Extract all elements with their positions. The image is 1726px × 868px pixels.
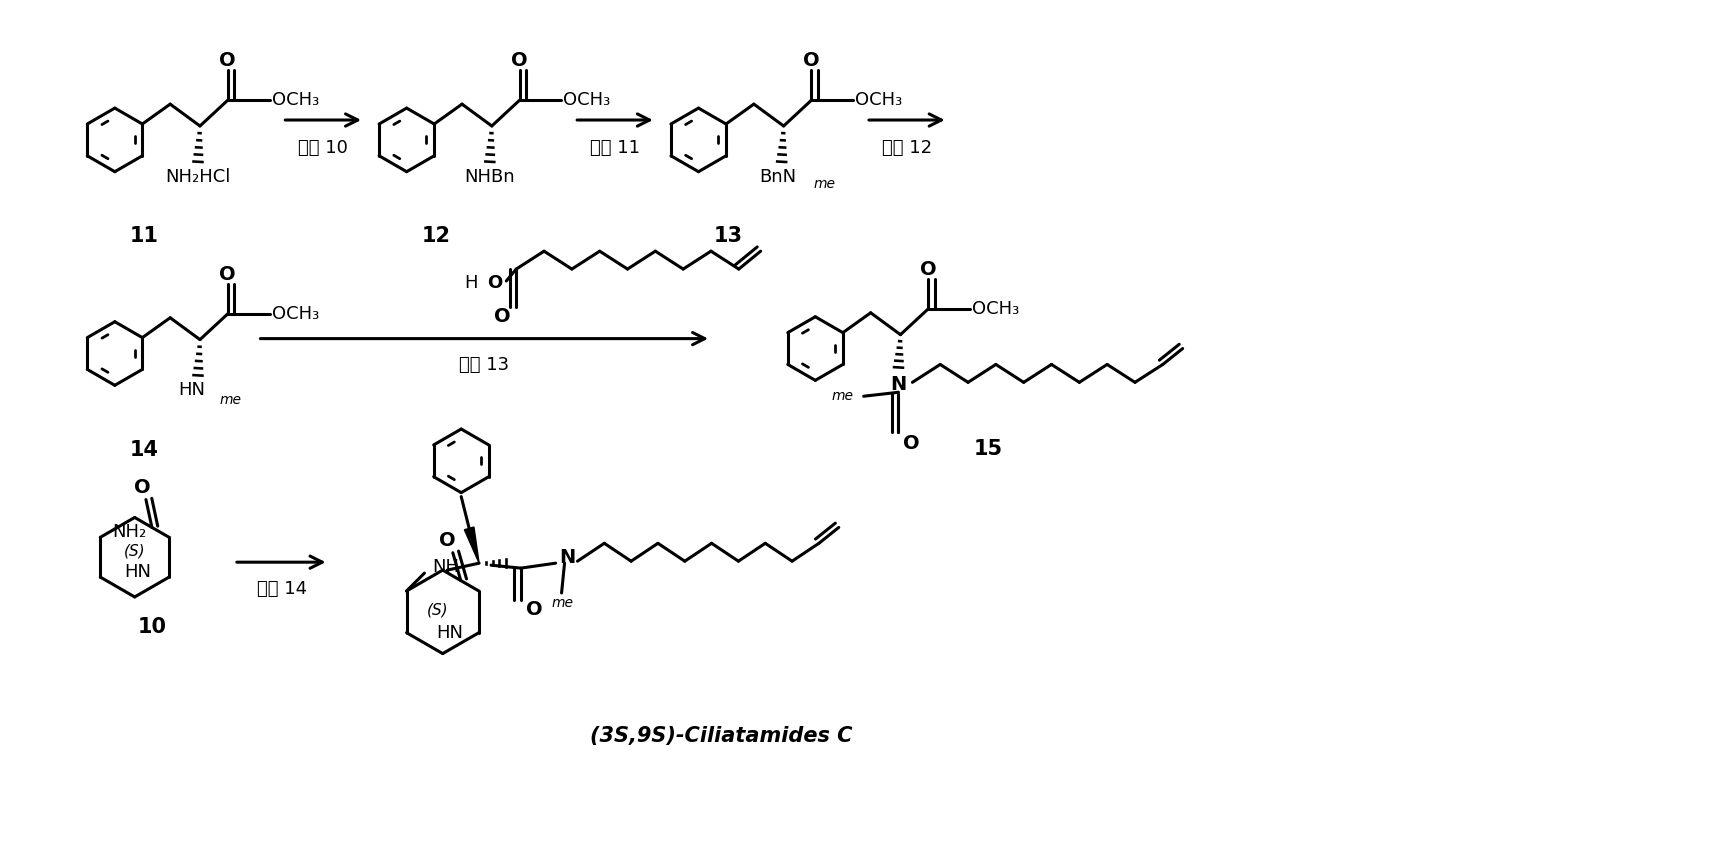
Text: O: O (903, 435, 920, 453)
Text: (S): (S) (426, 602, 449, 617)
Text: O: O (487, 274, 502, 292)
Text: OCH₃: OCH₃ (271, 91, 319, 109)
Text: O: O (526, 601, 544, 620)
Text: 14: 14 (129, 440, 159, 460)
Text: 12: 12 (421, 227, 450, 247)
Text: H: H (464, 274, 478, 292)
Text: O: O (920, 260, 937, 279)
Text: 步骤 10: 步骤 10 (299, 139, 349, 157)
Text: me: me (219, 393, 242, 407)
Text: NHBn: NHBn (464, 168, 514, 186)
Text: N: N (559, 548, 576, 567)
Text: OCH₃: OCH₃ (271, 305, 319, 323)
Text: HN: HN (437, 624, 463, 641)
Text: 步骤 11: 步骤 11 (590, 139, 640, 157)
Text: 步骤 12: 步骤 12 (882, 139, 932, 157)
Text: O: O (219, 51, 236, 70)
Text: BnN: BnN (759, 168, 796, 186)
Text: 10: 10 (138, 617, 167, 637)
Text: (S): (S) (124, 543, 145, 559)
Text: me: me (552, 596, 573, 610)
Text: O: O (438, 531, 456, 550)
Text: N: N (891, 375, 906, 394)
Text: 15: 15 (973, 439, 1003, 459)
Text: (3S,9S)-Ciliatamides C: (3S,9S)-Ciliatamides C (590, 726, 853, 746)
Text: HN: HN (178, 381, 205, 399)
Text: NH: NH (433, 558, 459, 576)
Text: O: O (494, 307, 511, 326)
Text: NH₂: NH₂ (112, 523, 147, 542)
Text: O: O (133, 478, 150, 497)
Text: 11: 11 (129, 227, 159, 247)
Text: O: O (511, 51, 528, 70)
Text: O: O (803, 51, 820, 70)
Text: me: me (813, 176, 835, 191)
Text: OCH₃: OCH₃ (563, 91, 611, 109)
Polygon shape (464, 527, 480, 563)
Text: NH₂HCl: NH₂HCl (166, 168, 231, 186)
Text: 步骤 14: 步骤 14 (257, 580, 307, 598)
Text: OCH₃: OCH₃ (972, 299, 1020, 318)
Text: me: me (832, 389, 854, 404)
Text: 13: 13 (715, 227, 742, 247)
Text: 步骤 13: 步骤 13 (459, 357, 509, 374)
Text: O: O (219, 265, 236, 284)
Text: HN: HN (124, 563, 152, 581)
Text: OCH₃: OCH₃ (854, 91, 903, 109)
